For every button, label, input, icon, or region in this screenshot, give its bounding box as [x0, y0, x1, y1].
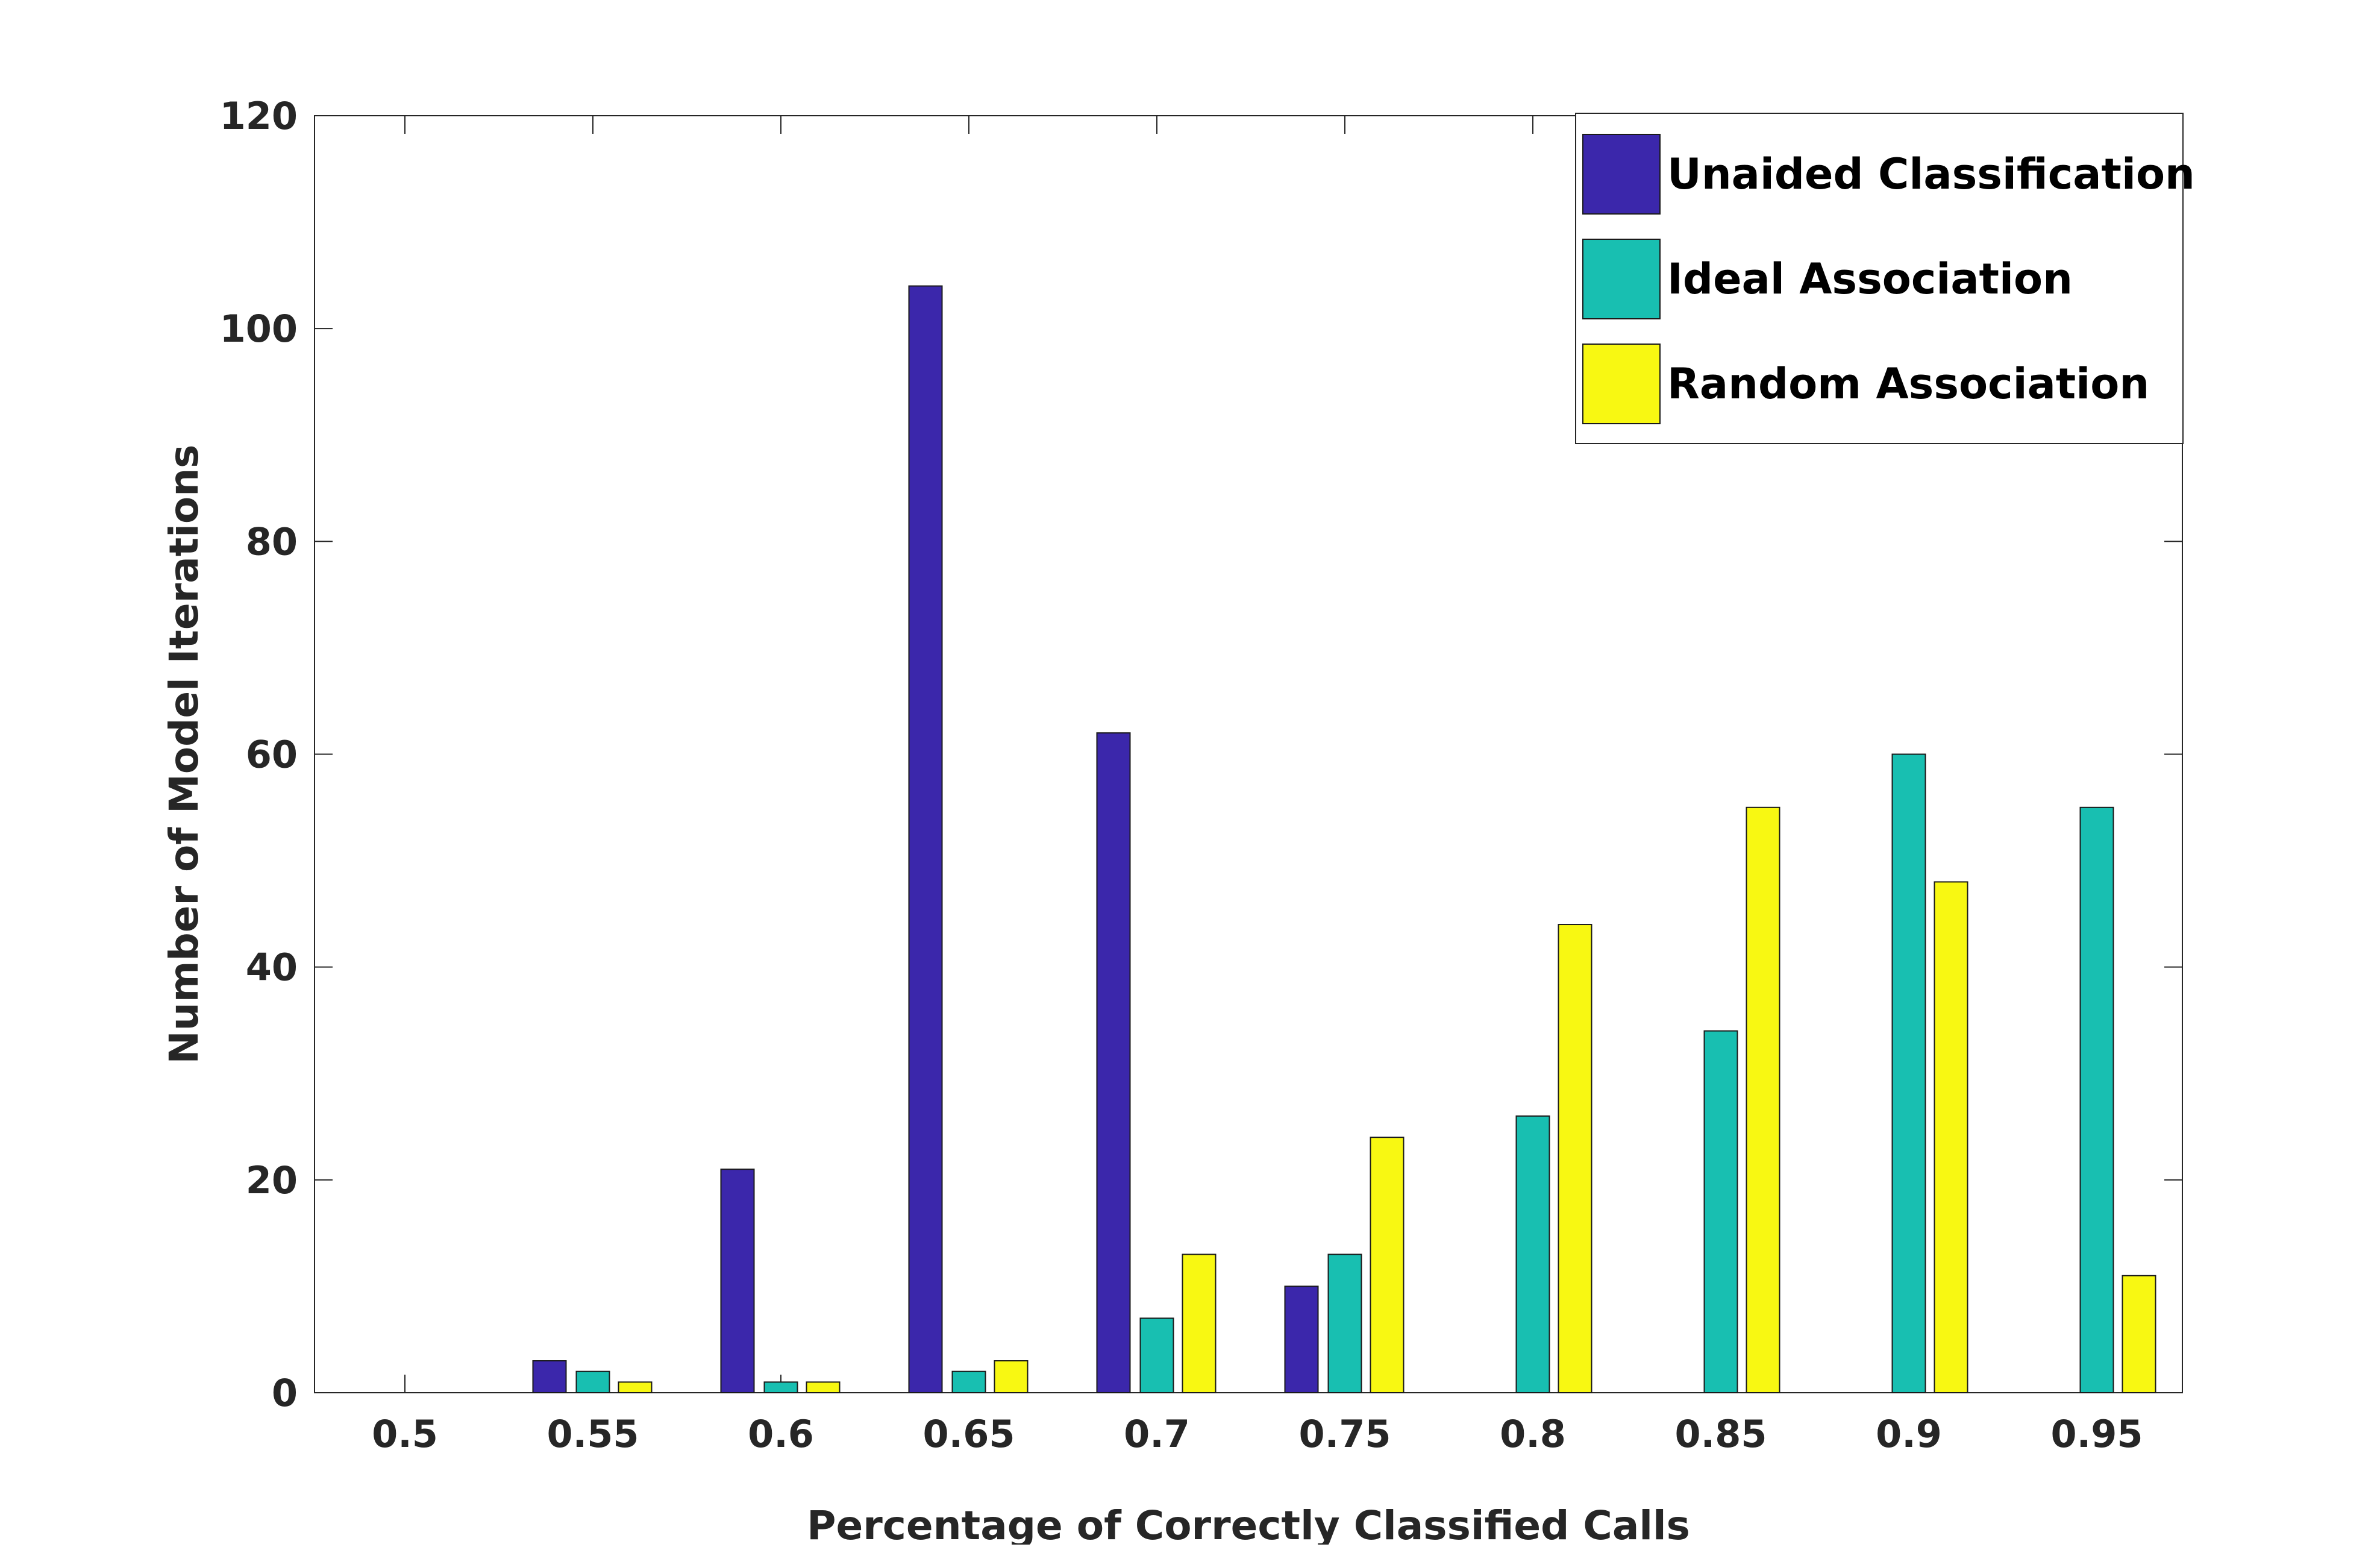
bar-random-association-0.95	[2122, 1275, 2156, 1393]
bar-unaided-classification-0.75	[1284, 1285, 1319, 1394]
x-tick-label: 0.75	[1299, 1412, 1391, 1456]
y-tick-label: 100	[220, 307, 298, 351]
y-tick-label: 60	[246, 733, 298, 777]
bar-ideal-association-0.9	[1891, 753, 1926, 1393]
y-tick-label: 0	[272, 1371, 298, 1415]
bar-unaided-classification-0.6	[720, 1169, 755, 1394]
x-tick-label: 0.9	[1876, 1412, 1942, 1456]
bar-ideal-association-0.75	[1327, 1254, 1362, 1393]
y-tick-label: 80	[246, 519, 298, 563]
legend-label: Random Association	[1667, 359, 2149, 409]
bar-ideal-association-0.7	[1139, 1317, 1174, 1393]
x-tick-label: 0.5	[372, 1412, 438, 1456]
bar-random-association-0.85	[1746, 806, 1780, 1393]
legend-box	[1575, 113, 2184, 444]
bar-ideal-association-0.6	[763, 1381, 798, 1393]
x-tick-label: 0.6	[748, 1412, 814, 1456]
x-tick-label: 0.55	[547, 1412, 639, 1456]
bar-random-association-0.6	[806, 1381, 841, 1393]
y-axis-label: Number of Model Iterations	[161, 445, 207, 1064]
bar-random-association-0.75	[1370, 1137, 1405, 1393]
bar-random-association-0.65	[994, 1360, 1029, 1393]
y-tick-label: 20	[246, 1158, 298, 1202]
bar-random-association-0.7	[1182, 1254, 1217, 1393]
x-axis-label: Percentage of Correctly Classified Calls	[807, 1502, 1690, 1545]
bar-ideal-association-0.55	[575, 1370, 610, 1394]
legend-swatch-ideal-association	[1582, 239, 1661, 319]
legend-label: Ideal Association	[1667, 254, 2073, 304]
bar-ideal-association-0.85	[1703, 1030, 1738, 1394]
y-tick-label: 120	[220, 94, 298, 138]
x-tick-label: 0.7	[1124, 1412, 1190, 1456]
bar-random-association-0.9	[1934, 881, 1968, 1393]
x-tick-label: 0.65	[923, 1412, 1015, 1456]
bar-ideal-association-0.65	[951, 1370, 986, 1394]
x-tick-label: 0.8	[1500, 1412, 1566, 1456]
bar-ideal-association-0.95	[2079, 806, 2114, 1393]
bar-unaided-classification-0.55	[532, 1360, 567, 1393]
legend-label: Unaided Classification	[1667, 149, 2195, 199]
x-tick-label: 0.95	[2051, 1412, 2143, 1456]
bar-random-association-0.55	[618, 1381, 653, 1393]
x-tick-label: 0.85	[1675, 1412, 1767, 1456]
legend-swatch-unaided-classification	[1582, 134, 1661, 215]
bar-unaided-classification-0.7	[1096, 732, 1131, 1393]
bar-random-association-0.8	[1558, 924, 1592, 1393]
y-tick-label: 40	[246, 946, 298, 990]
bar-unaided-classification-0.65	[908, 285, 943, 1393]
bar-ideal-association-0.8	[1515, 1115, 1550, 1393]
legend-swatch-random-association	[1582, 344, 1661, 424]
